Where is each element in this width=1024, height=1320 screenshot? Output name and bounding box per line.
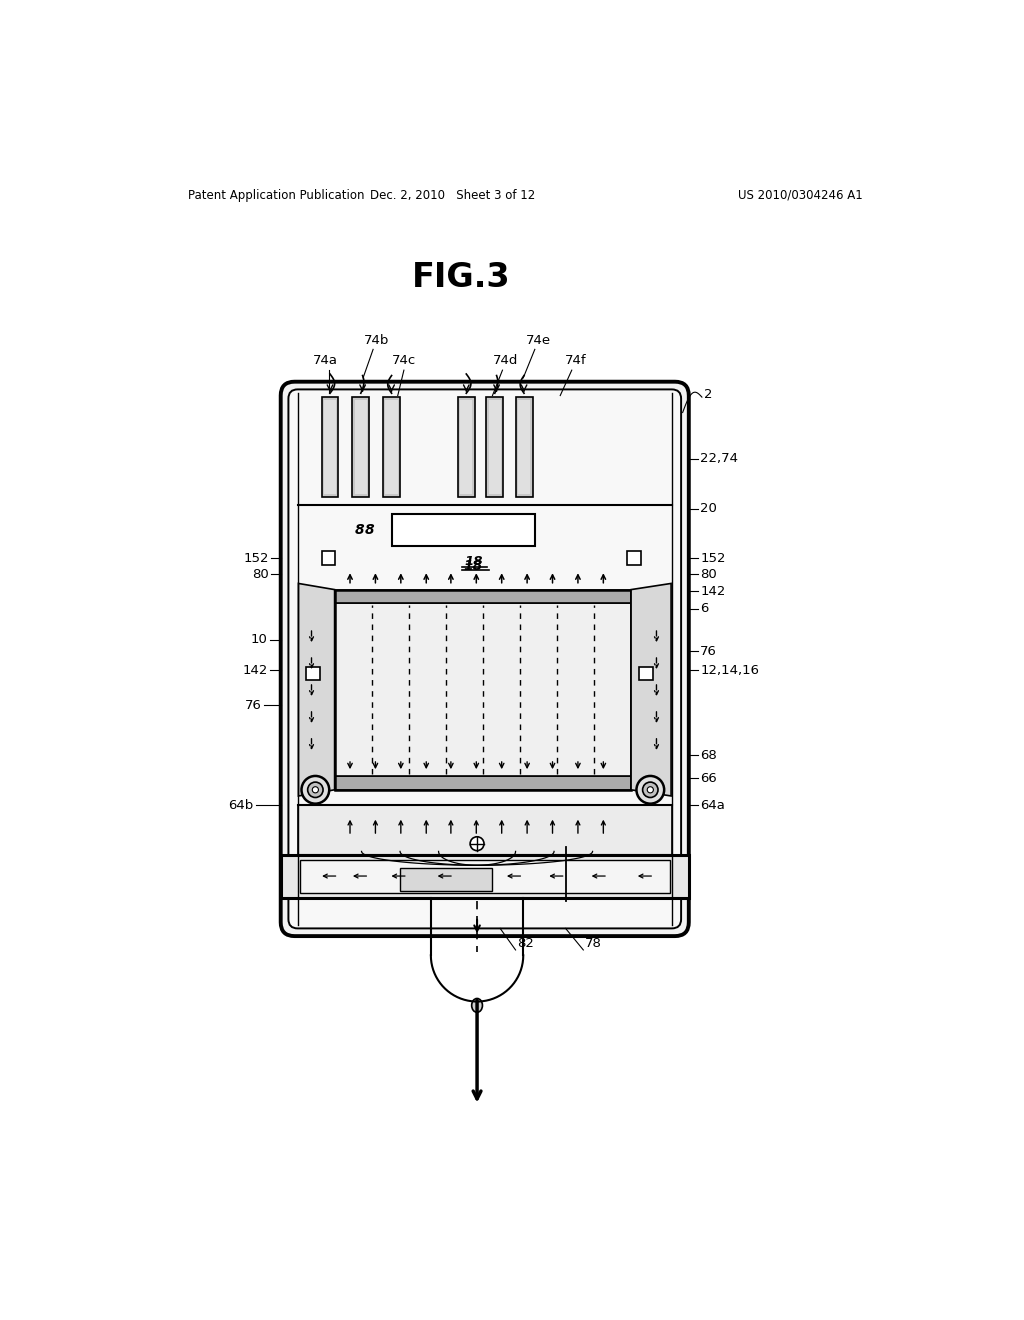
Bar xyxy=(354,400,367,494)
Text: 8: 8 xyxy=(355,523,365,537)
Bar xyxy=(486,397,503,498)
Text: 76: 76 xyxy=(700,644,717,657)
Polygon shape xyxy=(298,583,335,796)
Text: 152: 152 xyxy=(700,552,726,565)
Bar xyxy=(639,667,652,681)
Ellipse shape xyxy=(472,998,482,1012)
Bar xyxy=(628,552,641,565)
Bar xyxy=(458,397,475,498)
Bar xyxy=(460,400,472,494)
Text: 142: 142 xyxy=(700,585,726,598)
Bar xyxy=(335,590,631,603)
Bar xyxy=(515,397,532,498)
Text: 82: 82 xyxy=(517,937,534,950)
Text: Dec. 2, 2010   Sheet 3 of 12: Dec. 2, 2010 Sheet 3 of 12 xyxy=(370,189,536,202)
Text: 10: 10 xyxy=(251,634,267,647)
Bar xyxy=(298,805,672,855)
Text: 142: 142 xyxy=(243,664,267,677)
Text: 68: 68 xyxy=(700,748,717,762)
Bar xyxy=(385,400,397,494)
Bar xyxy=(281,855,689,898)
Polygon shape xyxy=(631,583,671,796)
Bar xyxy=(400,869,493,891)
Bar xyxy=(383,397,400,498)
Bar xyxy=(335,603,631,776)
Text: 74d: 74d xyxy=(493,354,518,367)
Bar xyxy=(352,397,370,498)
Bar xyxy=(518,400,530,494)
Text: 74c: 74c xyxy=(392,354,416,367)
FancyBboxPatch shape xyxy=(281,381,689,936)
Circle shape xyxy=(643,781,658,797)
Text: US 2010/0304246 A1: US 2010/0304246 A1 xyxy=(738,189,863,202)
Text: 152: 152 xyxy=(244,552,269,565)
Text: 74b: 74b xyxy=(365,334,390,347)
Text: 6: 6 xyxy=(700,602,709,615)
Text: 8: 8 xyxy=(365,523,374,537)
Circle shape xyxy=(470,837,484,850)
Text: 64b: 64b xyxy=(228,799,254,812)
Text: 78: 78 xyxy=(585,937,602,950)
Circle shape xyxy=(307,781,323,797)
Text: 12,14,16: 12,14,16 xyxy=(700,664,760,677)
Circle shape xyxy=(301,776,330,804)
Text: FIG.3: FIG.3 xyxy=(413,261,511,294)
FancyBboxPatch shape xyxy=(289,389,681,928)
Text: 18: 18 xyxy=(464,560,483,573)
Circle shape xyxy=(647,787,653,793)
Bar xyxy=(392,513,535,546)
Bar xyxy=(335,776,631,789)
Circle shape xyxy=(637,776,665,804)
Text: 66: 66 xyxy=(700,772,717,785)
Text: Patent Application Publication: Patent Application Publication xyxy=(188,189,365,202)
Bar xyxy=(335,590,631,789)
Text: 74a: 74a xyxy=(313,354,338,367)
Bar xyxy=(322,397,339,498)
Bar xyxy=(488,400,501,494)
Bar xyxy=(306,667,319,681)
Bar xyxy=(324,400,336,494)
Text: 80: 80 xyxy=(700,568,717,581)
Text: 80: 80 xyxy=(252,568,269,581)
Text: 20: 20 xyxy=(700,502,717,515)
Text: 22,74: 22,74 xyxy=(700,453,738,465)
Bar xyxy=(322,552,336,565)
Text: 64a: 64a xyxy=(700,799,725,812)
Text: 76: 76 xyxy=(245,698,261,711)
Text: 74e: 74e xyxy=(526,334,551,347)
Circle shape xyxy=(312,787,318,793)
Bar xyxy=(300,859,670,892)
Text: 74f: 74f xyxy=(565,354,587,367)
Text: 2: 2 xyxy=(705,388,713,401)
Text: 18: 18 xyxy=(464,556,482,569)
